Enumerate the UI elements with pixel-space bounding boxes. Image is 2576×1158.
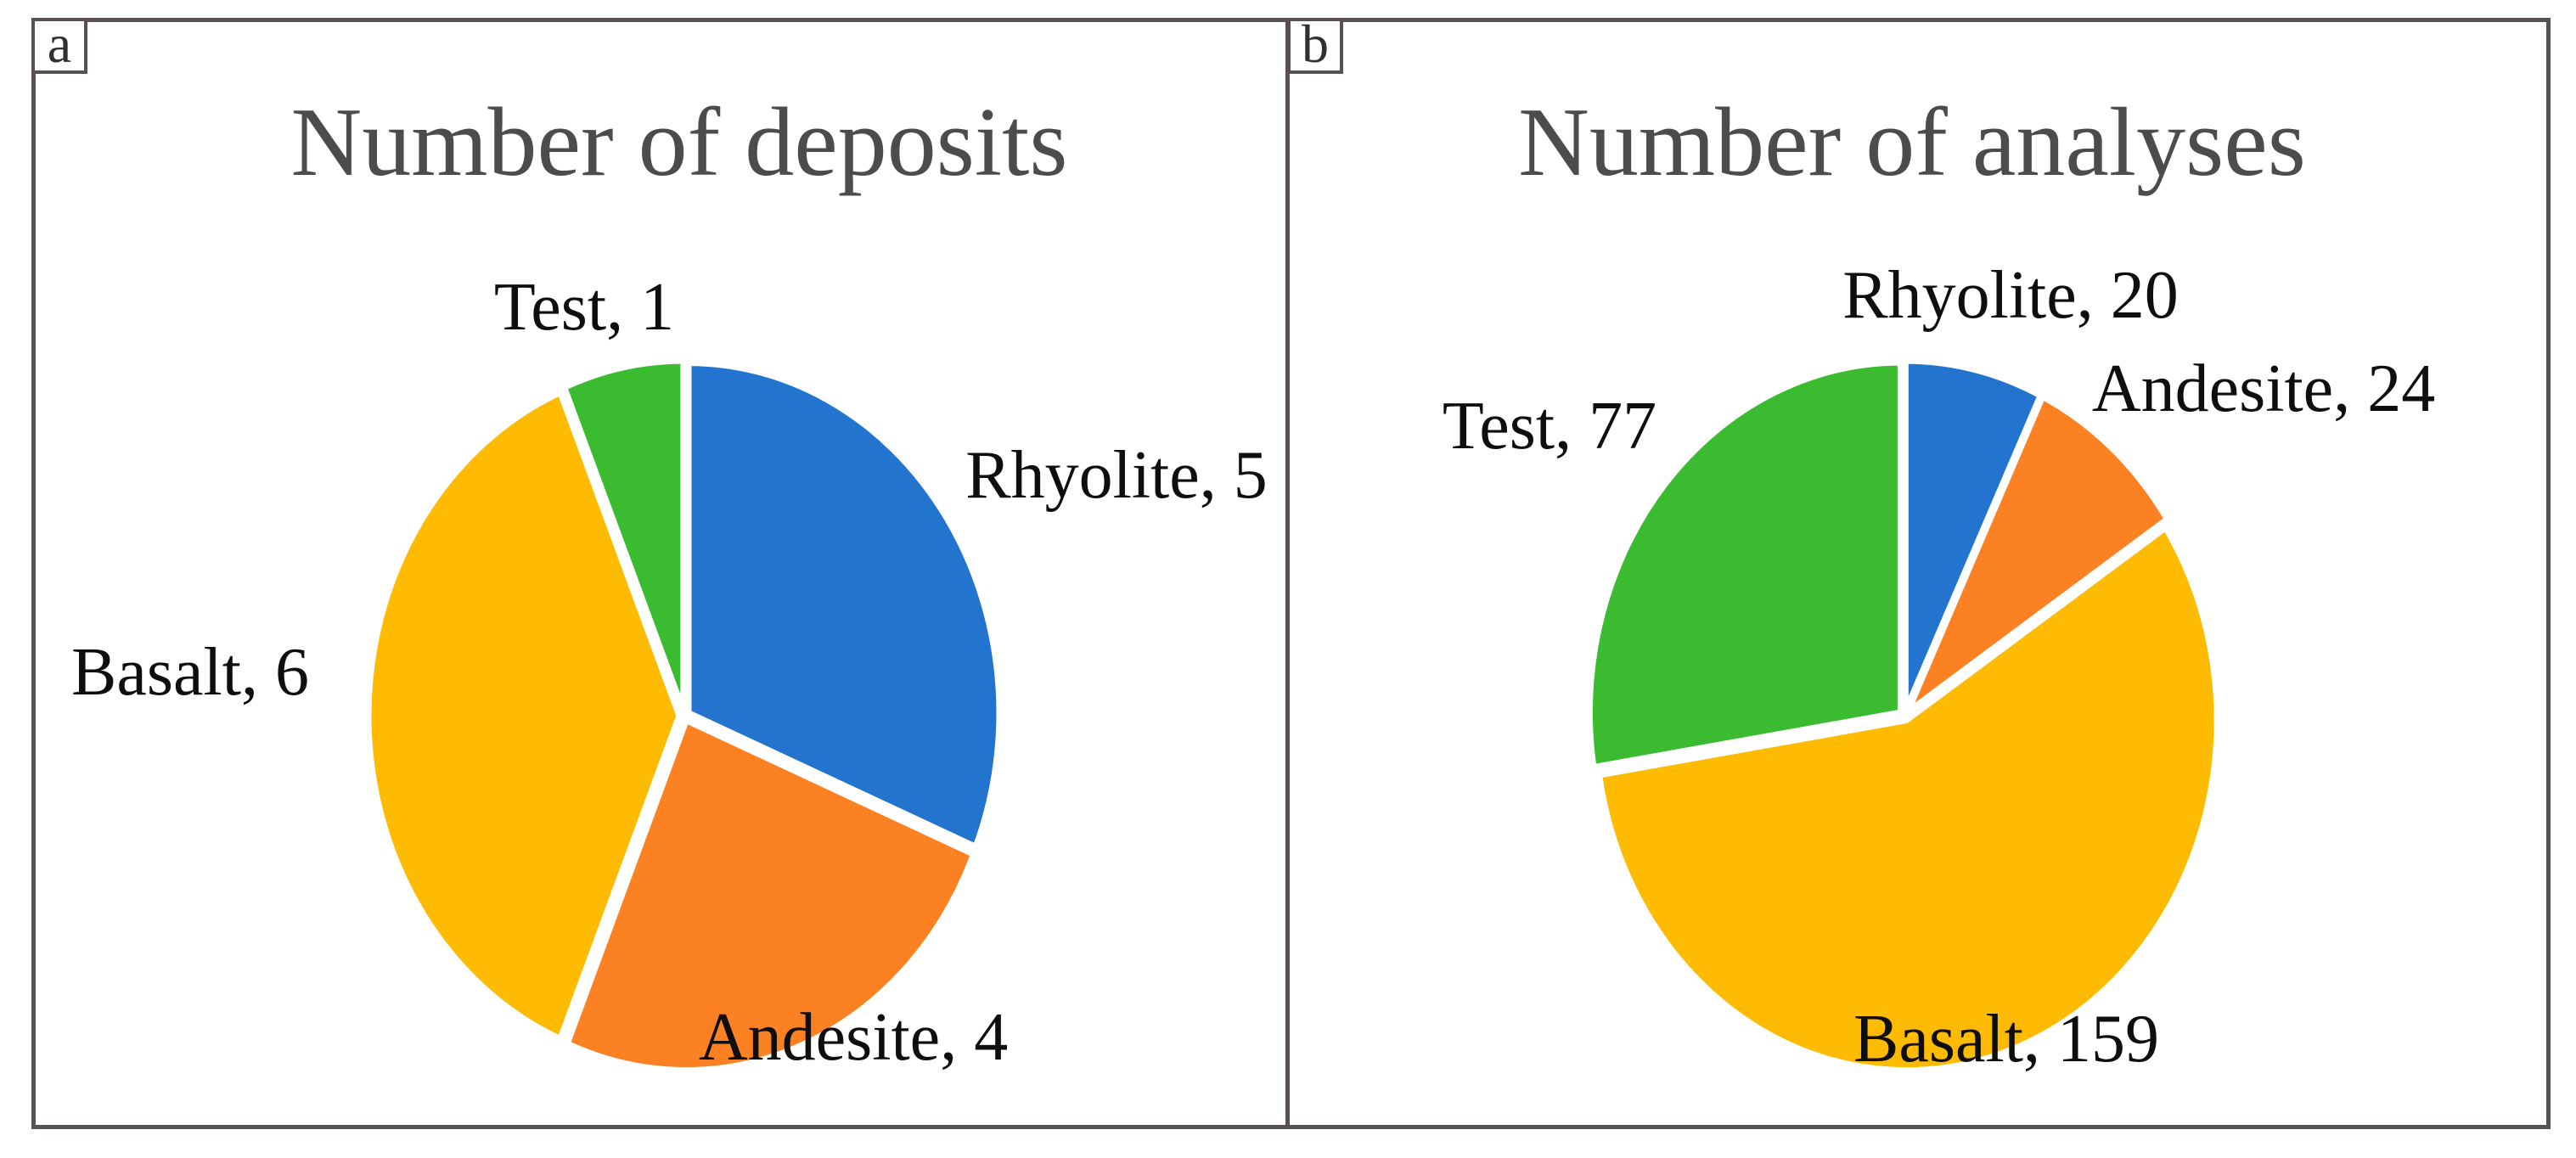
pie-b-slice-basalt xyxy=(1596,525,2220,1074)
pie-b-slice-rhyolite xyxy=(1902,357,2044,714)
pie-a-slice-andesite xyxy=(564,717,976,1074)
pie-a-data-label: Basalt, 6 xyxy=(71,635,309,710)
pie-b-data-label: Test, 77 xyxy=(1442,389,1657,464)
pie-a-slice-rhyolite xyxy=(685,360,1003,850)
pie-b-data-label: Rhyolite, 20 xyxy=(1842,258,2179,333)
panel-label-a-box: a xyxy=(31,14,87,74)
pie-b-slice-andesite xyxy=(1904,393,2170,715)
panel-label-a: a xyxy=(47,14,72,74)
chart-title-deposits: Number of deposits xyxy=(290,88,1068,197)
panel-divider xyxy=(1285,18,1290,1129)
pie-a-slice-test xyxy=(561,357,687,714)
panel-label-b: b xyxy=(1302,14,1329,74)
chart-title-analyses: Number of analyses xyxy=(1518,88,2306,197)
pie-b-data-label: Basalt, 159 xyxy=(1853,1002,2159,1076)
pie-a-data-label: Andesite, 4 xyxy=(698,1000,1009,1075)
panel-label-b-box: b xyxy=(1287,14,1343,74)
pie-b-slice-test xyxy=(1586,359,1904,771)
pie-a-data-label: Rhyolite, 5 xyxy=(965,438,1268,513)
pie-a-data-label: Test, 1 xyxy=(493,270,675,345)
pie-a-slice-basalt xyxy=(365,389,683,1043)
pie-b-data-label: Andesite, 24 xyxy=(2091,351,2436,426)
